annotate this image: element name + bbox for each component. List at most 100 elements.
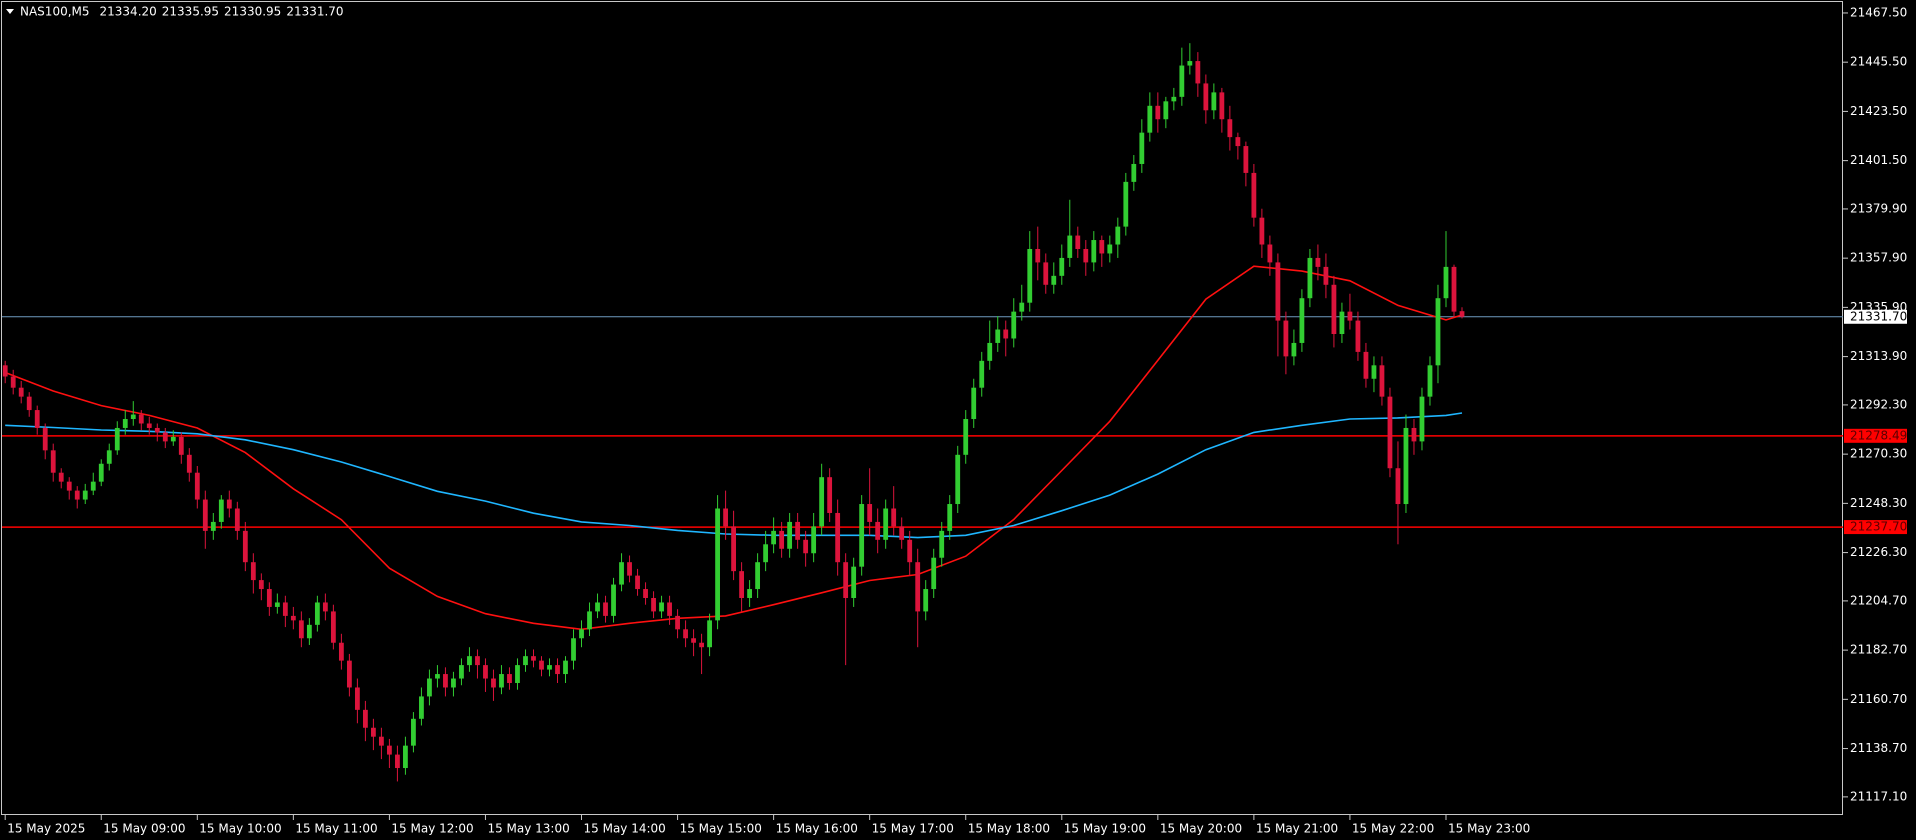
- candle-body: [571, 638, 576, 661]
- candle-body: [1091, 240, 1097, 263]
- candle-body: [803, 539, 809, 554]
- y-tick-label: 21445.50: [1850, 55, 1907, 69]
- candle-body: [1043, 262, 1049, 285]
- y-tick-label: 21357.90: [1850, 251, 1907, 265]
- candle-body: [987, 342, 993, 361]
- candle-body: [1315, 257, 1321, 267]
- candle-body: [579, 629, 584, 639]
- candle-body: [218, 499, 224, 522]
- candle-body: [459, 665, 464, 679]
- candle-body: [739, 571, 745, 598]
- candle-body: [595, 602, 600, 612]
- candle-body: [1395, 468, 1401, 505]
- candle-body: [627, 562, 632, 576]
- candle-body: [451, 678, 456, 688]
- candle-body: [306, 624, 312, 639]
- candle-body: [1403, 427, 1409, 505]
- candle-body: [1219, 92, 1225, 120]
- candle-body: [1387, 396, 1393, 469]
- candle-body: [1339, 311, 1345, 335]
- candle-body: [42, 427, 48, 451]
- candle-body: [354, 687, 360, 710]
- x-tick-label: 15 May 17:00: [872, 822, 954, 836]
- candle-body: [947, 504, 953, 531]
- candle-body: [435, 674, 440, 679]
- menu-arrow[interactable]: [6, 9, 14, 14]
- candle-body: [523, 656, 528, 666]
- candle-body: [499, 674, 504, 688]
- candle-body: [202, 499, 208, 531]
- candle-body: [555, 665, 560, 675]
- candle-body: [242, 530, 248, 563]
- candle-body: [1211, 92, 1217, 111]
- y-tick-label: 21467.50: [1850, 5, 1907, 19]
- candle-body: [1203, 83, 1209, 111]
- candle-body: [1363, 351, 1369, 379]
- candle-body: [683, 629, 688, 639]
- candle-body: [915, 562, 921, 612]
- header-value: 21334.20: [100, 5, 157, 19]
- candle-body: [971, 387, 977, 420]
- candle-body: [507, 674, 512, 684]
- plot-frame: [1, 1, 1843, 815]
- candle-body: [1443, 266, 1449, 299]
- candle-body: [907, 539, 913, 563]
- candle-body: [1275, 262, 1281, 321]
- candle-body: [1019, 302, 1025, 312]
- candle-body: [771, 530, 777, 545]
- candle-body: [563, 660, 568, 675]
- candle-body: [1075, 235, 1081, 249]
- candle-body: [66, 481, 72, 491]
- candle-body: [443, 674, 448, 688]
- candle-body: [515, 665, 520, 684]
- candle-body: [338, 642, 344, 661]
- candle-body: [491, 678, 496, 688]
- candle-body: [923, 589, 929, 612]
- candle-body: [531, 656, 536, 661]
- candle-body: [1139, 132, 1145, 164]
- candle-body: [1435, 298, 1441, 366]
- candle-body: [170, 436, 176, 442]
- candle-body: [787, 521, 793, 549]
- candle-body: [1163, 101, 1169, 120]
- candle-body: [1147, 105, 1153, 133]
- price-tag: [1844, 428, 1907, 443]
- price-tag-label: 21331.70: [1850, 309, 1907, 323]
- candle-body: [1227, 119, 1233, 138]
- candle-body: [883, 508, 889, 540]
- x-tick-label: 15 May 14:00: [584, 822, 666, 836]
- price-tag-label: 21237.70: [1850, 520, 1907, 534]
- y-tick-label: 21138.70: [1850, 741, 1907, 755]
- candle-body: [675, 615, 680, 630]
- x-tick-label: 15 May 09:00: [103, 822, 185, 836]
- candle-body: [10, 376, 16, 388]
- candle-body: [587, 611, 592, 630]
- candle-body: [282, 602, 288, 616]
- candle-body: [178, 436, 184, 455]
- candle-body: [138, 414, 144, 424]
- candle-body: [114, 427, 120, 451]
- y-tick-label: 21379.90: [1850, 201, 1907, 215]
- candle-body: [1059, 257, 1065, 276]
- header-value: 21331.70: [286, 5, 343, 19]
- candle-body: [1011, 311, 1017, 339]
- candle-body: [210, 521, 216, 531]
- candle-body: [1283, 320, 1289, 357]
- candle-body: [1323, 266, 1329, 285]
- y-tick-label: 21226.30: [1850, 545, 1907, 559]
- y-tick-label: 21248.30: [1850, 496, 1907, 510]
- candle-body: [851, 566, 857, 598]
- candle-body: [58, 472, 64, 482]
- candle-body: [811, 526, 817, 554]
- candle-body: [74, 490, 80, 500]
- candle-body: [619, 562, 624, 585]
- candle-body: [322, 602, 328, 612]
- candle-body: [26, 396, 32, 411]
- candle-body: [795, 521, 801, 540]
- candle-body: [419, 696, 424, 719]
- candle-body: [1459, 311, 1465, 317]
- candle-body: [1187, 61, 1193, 66]
- candle-body: [1347, 311, 1353, 321]
